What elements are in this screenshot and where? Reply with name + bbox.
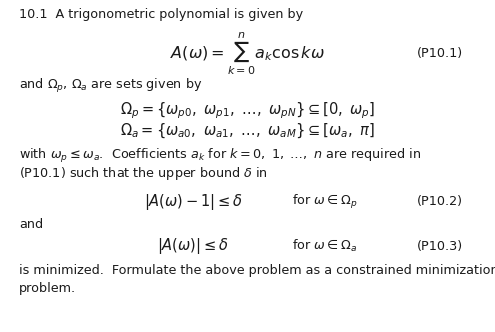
Text: for $\omega \in \Omega_a$: for $\omega \in \Omega_a$ [292,238,357,254]
Text: $|A(\omega) - 1| \leq \delta$: $|A(\omega) - 1| \leq \delta$ [144,192,243,211]
Text: (P10.3): (P10.3) [417,240,463,253]
Text: $|A(\omega)| \leq \delta$: $|A(\omega)| \leq \delta$ [157,236,229,256]
Text: $\Omega_a = \{\omega_{a0},\ \omega_{a1},\ \ldots,\ \omega_{aM}\} \subseteq [\ome: $\Omega_a = \{\omega_{a0},\ \omega_{a1},… [120,121,375,140]
Text: (P10.2): (P10.2) [417,195,463,208]
Text: for $\omega \in \Omega_p$: for $\omega \in \Omega_p$ [292,193,357,210]
Text: (P10.1): (P10.1) [417,47,463,60]
Text: with $\omega_p \leq \omega_a$.  Coefficients $a_k$ for $k = 0,\ 1,\ \ldots,\ n$ : with $\omega_p \leq \omega_a$. Coefficie… [19,147,421,165]
Text: and: and [19,217,43,231]
Text: is minimized.  Formulate the above problem as a constrained minimization: is minimized. Formulate the above proble… [19,264,495,277]
Text: and $\Omega_p$, $\Omega_a$ are sets given by: and $\Omega_p$, $\Omega_a$ are sets give… [19,77,202,95]
Text: (P10.1) such that the upper bound $\delta$ in: (P10.1) such that the upper bound $\delt… [19,165,268,182]
Text: $\Omega_p = \{\omega_{p0},\ \omega_{p1},\ \ldots,\ \omega_{pN}\} \subseteq [0,\ : $\Omega_p = \{\omega_{p0},\ \omega_{p1},… [120,100,375,121]
Text: 10.1  A trigonometric polynomial is given by: 10.1 A trigonometric polynomial is given… [19,8,303,21]
Text: $A(\omega) = \sum_{k=0}^{n} a_k \cos k\omega$: $A(\omega) = \sum_{k=0}^{n} a_k \cos k\o… [170,31,325,77]
Text: problem.: problem. [19,282,76,295]
